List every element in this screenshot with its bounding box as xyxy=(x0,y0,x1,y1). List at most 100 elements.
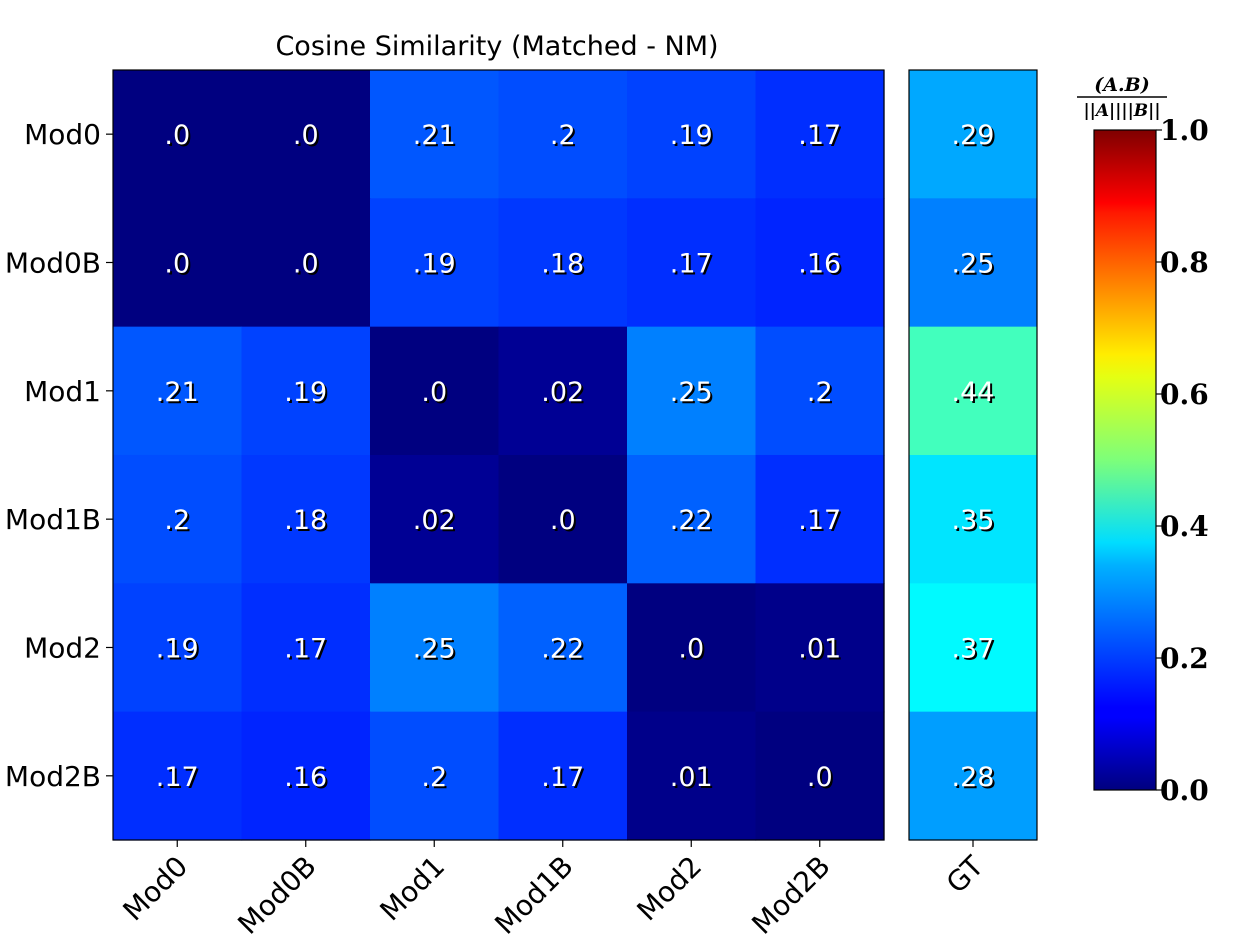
gt-value-label: .28 xyxy=(952,762,995,793)
gt-tick-label: GT xyxy=(940,849,991,900)
x-tick-label: Mod0 xyxy=(116,850,194,928)
x-tick-label: Mod2 xyxy=(630,850,708,928)
gt-heatmap xyxy=(909,70,1037,841)
heatmap-cell xyxy=(113,583,243,713)
y-tick-label: Mod0 xyxy=(24,118,101,151)
gt-value-shadow: .28 xyxy=(954,764,997,795)
gt-cell xyxy=(909,198,1037,328)
heatmap-cell xyxy=(370,70,500,199)
colorbar-tick-label: 0.6 xyxy=(1160,378,1209,411)
cell-value-label: .0 xyxy=(164,248,190,279)
cell-value-label: .18 xyxy=(541,248,584,279)
heatmap-cell xyxy=(370,198,500,328)
y-tick-label: Mod0B xyxy=(5,246,101,279)
cell-value-shadow: .17 xyxy=(286,635,329,666)
colorbar-tick-label: 0.4 xyxy=(1160,510,1209,543)
cell-value-label: .18 xyxy=(284,505,327,536)
cell-value-shadow: .0 xyxy=(680,635,706,666)
cell-value-label: .21 xyxy=(156,377,199,408)
gt-cell xyxy=(909,454,1037,584)
x-tick-label: Mod1B xyxy=(488,850,579,941)
main-heatmap xyxy=(113,70,885,841)
gt-value-shadow: .37 xyxy=(954,635,997,666)
gt-heatmap-labels: .29.29.25.25.44.44.35.35.37.37.28.28 xyxy=(952,120,997,795)
cell-value-label: .19 xyxy=(413,248,456,279)
cell-value-shadow: .19 xyxy=(415,250,458,281)
heatmap-cell xyxy=(241,198,371,328)
cell-value-label: .2 xyxy=(550,120,576,151)
heatmap-cell xyxy=(113,711,243,841)
heatmap-cell xyxy=(113,70,243,199)
cell-value-label: .17 xyxy=(798,505,841,536)
cell-value-label: .17 xyxy=(541,762,584,793)
heatmap-cell xyxy=(370,326,500,456)
colorbar-tick-label: 0.8 xyxy=(1160,246,1209,279)
heatmap-cell xyxy=(755,454,885,584)
cell-value-label: .17 xyxy=(798,120,841,151)
cell-value-label: .0 xyxy=(293,248,319,279)
cell-value-shadow: .2 xyxy=(552,122,578,153)
cell-value-label: .2 xyxy=(164,505,190,536)
main-heatmap-frame xyxy=(112,69,885,841)
colorbar-label-numerator: (A.B) xyxy=(1094,74,1149,96)
colorbar-tick-label: 1.0 xyxy=(1160,114,1209,147)
cell-value-shadow: .19 xyxy=(158,635,201,666)
gt-cell xyxy=(909,583,1037,713)
heatmap-cell xyxy=(755,198,885,328)
cell-value-shadow: .18 xyxy=(543,250,586,281)
cell-value-shadow: .2 xyxy=(809,379,835,410)
cell-value-shadow: .25 xyxy=(415,635,458,666)
cell-value-shadow: .21 xyxy=(415,122,458,153)
heatmap-cell xyxy=(627,454,757,584)
heatmap-cell xyxy=(755,583,885,713)
gt-value-shadow: .35 xyxy=(954,507,997,538)
cell-value-shadow: .0 xyxy=(166,250,192,281)
cell-value-shadow: .17 xyxy=(800,507,843,538)
heatmap-cell xyxy=(241,70,371,199)
gt-value-label: .29 xyxy=(952,120,995,151)
cell-value-label: .16 xyxy=(798,248,841,279)
heatmap-cell xyxy=(498,198,628,328)
x-tick-label: Mod0B xyxy=(231,850,322,941)
heatmap-cell xyxy=(370,454,500,584)
cell-value-shadow: .19 xyxy=(672,122,715,153)
heatmap-cell xyxy=(498,711,628,841)
colorbar xyxy=(1093,129,1157,791)
cell-value-label: .17 xyxy=(670,248,713,279)
cell-value-label: .19 xyxy=(156,633,199,664)
cell-value-shadow: .0 xyxy=(552,507,578,538)
y-tick-label: Mod1 xyxy=(24,375,101,408)
cell-value-shadow: .21 xyxy=(158,379,201,410)
y-axis-ticks: Mod0 Mod0B Mod1 Mod1B Mod2 Mod2B xyxy=(5,118,113,793)
cell-value-shadow: .16 xyxy=(286,764,329,795)
cell-value-label: .0 xyxy=(807,762,833,793)
gt-cell xyxy=(909,711,1037,841)
heatmap-cell xyxy=(498,326,628,456)
heatmap-cell xyxy=(627,70,757,199)
colorbar-tick-label: 0.0 xyxy=(1160,774,1209,807)
heatmap-cell xyxy=(755,711,885,841)
cell-value-label: .17 xyxy=(156,762,199,793)
heatmap-cell xyxy=(113,326,243,456)
heatmap-cell xyxy=(627,583,757,713)
cell-value-shadow: .18 xyxy=(286,507,329,538)
heatmap-cell xyxy=(498,583,628,713)
x-axis-ticks: Mod0 Mod0B Mod1 Mod1B Mod2 Mod2B GT xyxy=(116,839,991,941)
heatmap-cell xyxy=(627,326,757,456)
cell-value-label: .19 xyxy=(670,120,713,151)
cell-value-label: .0 xyxy=(421,377,447,408)
cell-value-label: .16 xyxy=(284,762,327,793)
cell-value-label: .01 xyxy=(670,762,713,793)
colorbar-tick-label: 0.2 xyxy=(1160,642,1209,675)
cell-value-shadow: .0 xyxy=(166,122,192,153)
cell-value-label: .17 xyxy=(284,633,327,664)
cell-value-shadow: .17 xyxy=(543,764,586,795)
cell-value-label: .0 xyxy=(550,505,576,536)
cell-value-label: .25 xyxy=(413,633,456,664)
heatmap-cell xyxy=(627,198,757,328)
cell-value-shadow: .2 xyxy=(423,764,449,795)
colorbar-label-denominator: ||A||||B|| xyxy=(1083,101,1160,121)
heatmap-cell xyxy=(755,70,885,199)
cell-value-shadow: .0 xyxy=(809,764,835,795)
